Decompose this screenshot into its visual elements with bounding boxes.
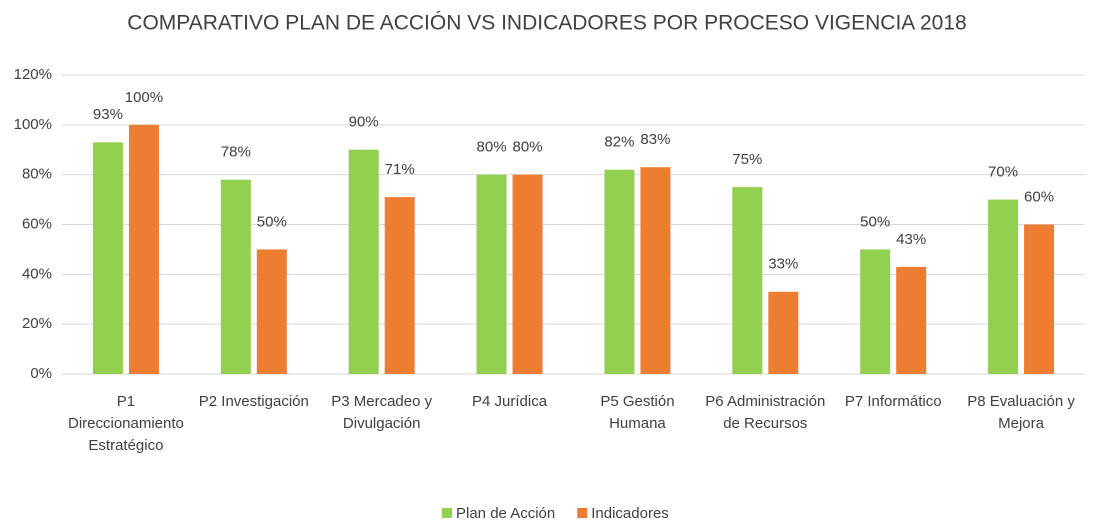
data-label: 50% [860, 213, 890, 230]
data-label: 43% [896, 231, 926, 248]
data-label: 33% [768, 256, 798, 273]
x-tick-label: P1 Direccionamiento Estratégico [67, 393, 184, 454]
data-label: 75% [732, 151, 762, 168]
bar [732, 187, 763, 374]
bar [640, 167, 671, 374]
legend-swatch [577, 508, 588, 518]
bar [604, 169, 635, 374]
data-label: 71% [385, 161, 415, 178]
y-tick-label: 120% [14, 66, 52, 83]
bar [256, 249, 287, 374]
legend-label: Indicadores [591, 505, 669, 522]
y-tick-label: 100% [14, 116, 52, 133]
data-label: 50% [257, 213, 287, 230]
bar [896, 266, 927, 374]
data-label: 80% [477, 139, 507, 156]
x-tick-label: P6 Administración de Recursos [705, 393, 826, 432]
data-label: 70% [988, 164, 1018, 181]
bar [384, 197, 415, 374]
chart-title: COMPARATIVO PLAN DE ACCIÓN VS INDICADORE… [127, 12, 966, 35]
bar [476, 174, 507, 374]
bar [1024, 224, 1055, 374]
x-tick-label: P7 Informático [844, 393, 942, 410]
y-tick-label: 80% [22, 166, 52, 183]
data-label: 90% [349, 114, 379, 131]
bar [128, 124, 159, 374]
legend-label: Plan de Acción [456, 505, 555, 522]
data-label: 60% [1024, 188, 1054, 205]
y-tick-label: 60% [22, 215, 52, 232]
bar [92, 142, 123, 374]
data-label: 78% [221, 144, 251, 161]
y-tick-label: 0% [30, 365, 52, 382]
data-label: 83% [640, 131, 670, 148]
bar [860, 249, 891, 374]
x-tick-label: P4 Jurídica [472, 393, 548, 410]
data-label: 82% [604, 134, 634, 151]
data-label: 100% [125, 89, 163, 106]
bar [988, 199, 1019, 374]
y-tick-label: 20% [22, 315, 52, 332]
x-tick-label: P5 Gestión Humana [600, 393, 675, 432]
bar [768, 291, 799, 374]
legend-swatch [442, 508, 452, 518]
data-label: 80% [513, 139, 543, 156]
data-label: 93% [93, 106, 123, 123]
x-tick-label: P2 Investigación [198, 393, 309, 410]
x-tick-label: P3 Mercadeo y Divulgación [331, 393, 433, 432]
x-tick-label: P8 Evaluación y Mejora [967, 393, 1075, 432]
bar [512, 174, 543, 374]
bar [348, 149, 379, 374]
y-tick-label: 40% [22, 265, 52, 282]
bar [220, 179, 251, 374]
